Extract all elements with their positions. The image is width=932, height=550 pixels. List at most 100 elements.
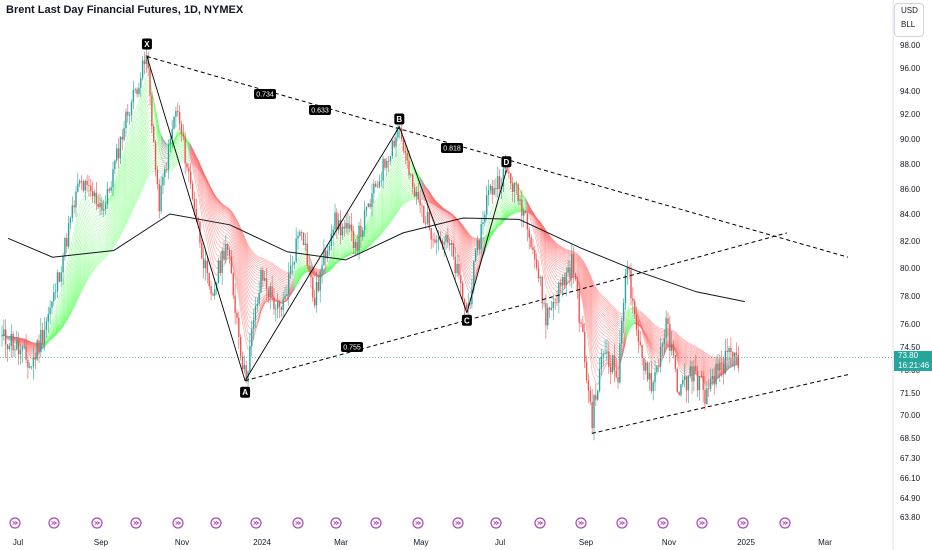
candle-body [693, 366, 695, 382]
candle-body [293, 261, 295, 265]
ribbon-line [420, 194, 424, 197]
ribbon-line [325, 179, 421, 274]
time-tick-label: Sep [579, 538, 594, 547]
candle-body [445, 235, 447, 242]
ribbon-line [44, 103, 162, 347]
event-arrow-icon [699, 521, 706, 525]
ribbon-line [188, 161, 191, 163]
candle-body [424, 222, 427, 224]
candle-body [182, 134, 184, 137]
candle-body [719, 362, 721, 371]
candle-body [302, 232, 305, 246]
candle-body [735, 352, 738, 356]
candle-body [202, 258, 205, 269]
ribbon-line [419, 179, 425, 185]
ribbon-line [625, 322, 635, 336]
event-arrow-icon [493, 521, 500, 525]
candle-body [365, 206, 368, 211]
candle-body [265, 278, 268, 290]
candle-body [134, 89, 136, 91]
candle-body [706, 388, 708, 404]
price-tick-label: 96.00 [900, 64, 921, 73]
candle-body [556, 302, 558, 304]
ribbon-line [525, 201, 528, 205]
candle-body [138, 87, 140, 94]
candle-body [6, 344, 9, 350]
candle-body [91, 191, 94, 197]
event-arrow-icon [578, 521, 585, 525]
ribbon-line [160, 157, 167, 160]
ribbon-line [325, 182, 421, 274]
candle-body [360, 225, 362, 237]
candle-body [582, 323, 584, 333]
candle-body [336, 212, 338, 230]
candle-body [310, 270, 312, 278]
candle-body [387, 160, 390, 162]
ribbon-line [625, 315, 635, 322]
candle-body [339, 220, 342, 236]
candle-body [441, 240, 443, 245]
candle-body [271, 286, 273, 298]
ribbon-line [525, 203, 528, 206]
ribbon-line [190, 147, 293, 319]
ribbon-line [527, 212, 626, 314]
candle-body [456, 263, 458, 274]
ribbon-line [525, 204, 528, 207]
ribbon-line [480, 246, 486, 251]
ribbon-line [321, 272, 326, 275]
candle-body [73, 205, 75, 208]
candle-body [502, 168, 505, 187]
ribbon-line [44, 79, 162, 346]
candle-body [275, 308, 277, 310]
candle-body [526, 213, 529, 230]
candle-body [239, 337, 242, 357]
candle-body [571, 254, 573, 278]
candle-body [252, 319, 255, 330]
ribbon-line [625, 313, 635, 320]
candle-body [334, 212, 336, 230]
last-price-value: 73.80 [898, 351, 919, 360]
candle-body [80, 180, 83, 182]
ribbon-line [44, 123, 162, 346]
pattern-leg [244, 126, 400, 381]
ribbon-line [325, 172, 421, 274]
candle-body [225, 243, 227, 260]
ribbon-line [636, 320, 726, 371]
harmonic-pattern [146, 56, 507, 381]
candle-body [467, 303, 469, 309]
ribbon-line [160, 150, 167, 154]
candle-body [165, 169, 168, 171]
time-tick-label: Sep [94, 538, 109, 547]
time-tick-label: May [413, 538, 428, 547]
candle-body [299, 232, 301, 236]
candle-body [426, 212, 429, 224]
ribbon-line [625, 318, 635, 327]
candle-body [29, 366, 31, 368]
ribbon-line [625, 310, 635, 315]
ribbon-line [188, 155, 191, 157]
ribbon-line [188, 148, 191, 151]
candle-body [528, 229, 530, 238]
time-axis[interactable]: Jul Sep Nov 2024 Mar May Jul Sep Nov 2025 Mar [13, 538, 832, 547]
ribbon-line [292, 287, 295, 291]
candle-body [128, 115, 131, 116]
price-axis[interactable]: 98.00 96.00 94.00 92.00 90.00 88.00 86.00 84.00… [900, 41, 921, 522]
candle-body [474, 250, 477, 262]
candle-body [95, 192, 98, 204]
candle-body [136, 89, 138, 94]
ribbon-line [190, 145, 293, 297]
candle-body [262, 270, 264, 281]
candle-body [127, 111, 129, 116]
candle-body [153, 126, 155, 142]
candle-body [489, 186, 492, 191]
candle-body [397, 129, 399, 138]
currency-button[interactable]: USD BLL [894, 3, 924, 37]
candle-body [308, 266, 310, 271]
candle-body [646, 362, 649, 380]
event-arrow-icon [619, 521, 626, 525]
event-arrow-icon [782, 521, 789, 525]
candle-body [513, 183, 516, 192]
price-tick-label: 80.00 [900, 264, 921, 273]
candle-body [641, 344, 643, 359]
